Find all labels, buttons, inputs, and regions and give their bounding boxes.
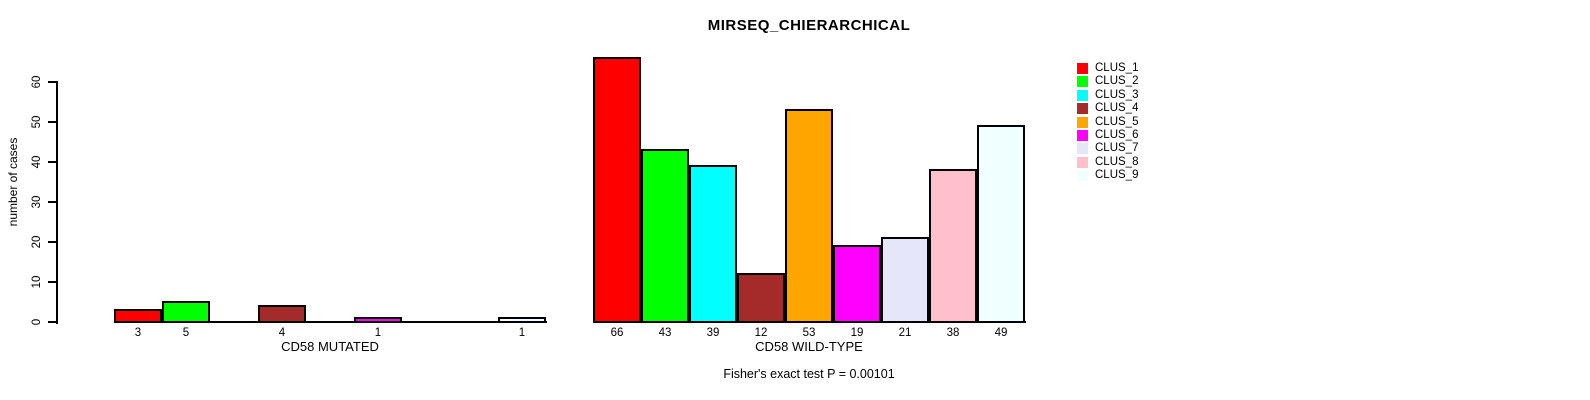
x-axis-baseline bbox=[114, 321, 547, 323]
bar-clus_6 bbox=[354, 317, 402, 323]
bar-value-label: 66 bbox=[610, 327, 624, 339]
legend-item-clus_9: CLUS_9 bbox=[1077, 169, 1138, 182]
bar-clus_2 bbox=[641, 149, 689, 323]
bar-clus_5 bbox=[785, 109, 833, 323]
bar-value-label: 38 bbox=[946, 327, 960, 339]
legend-item-clus_7: CLUS_7 bbox=[1077, 142, 1138, 155]
legend-swatch bbox=[1077, 90, 1088, 101]
bar-group-cd58-mutated: 3 5 4 1 1 CD58 MUTATED bbox=[114, 82, 547, 354]
legend-item-clus_1: CLUS_1 bbox=[1077, 62, 1138, 75]
bar-clus_2 bbox=[162, 301, 210, 323]
group-axis-label: CD58 MUTATED bbox=[281, 339, 379, 354]
y-tick-label: 50 bbox=[31, 115, 43, 129]
bar-value-label: 4 bbox=[278, 327, 286, 339]
bar-value-label: 21 bbox=[898, 327, 912, 339]
legend-label: CLUS_9 bbox=[1095, 169, 1139, 181]
y-axis-title: number of cases bbox=[6, 137, 20, 227]
y-axis-line bbox=[56, 81, 58, 324]
y-tick bbox=[48, 281, 56, 283]
y-tick-label: 0 bbox=[31, 318, 43, 326]
y-tick bbox=[48, 321, 56, 323]
legend-swatch bbox=[1077, 170, 1088, 181]
bar-value-label: 1 bbox=[374, 327, 382, 339]
y-tick-label: 20 bbox=[31, 235, 43, 249]
bar-clus_1 bbox=[114, 309, 162, 323]
legend-label: CLUS_5 bbox=[1095, 116, 1139, 128]
y-tick-label: 60 bbox=[31, 75, 43, 89]
legend-item-clus_4: CLUS_4 bbox=[1077, 102, 1138, 115]
legend-item-clus_2: CLUS_2 bbox=[1077, 75, 1138, 88]
bar-clus_3 bbox=[689, 165, 737, 323]
chart-title: MIRSEQ_CHIERARCHICAL bbox=[707, 17, 911, 34]
legend-item-clus_5: CLUS_5 bbox=[1077, 116, 1138, 129]
bar-clus_9 bbox=[977, 125, 1025, 323]
bar-group-cd58-wild-type: 66 43 39 12 53 19 21 38 49 CD58 WILD-TYPE bbox=[593, 57, 1026, 354]
y-tick bbox=[48, 161, 56, 163]
bar-clus_8 bbox=[929, 169, 977, 323]
legend-label: CLUS_6 bbox=[1095, 129, 1139, 141]
legend-item-clus_3: CLUS_3 bbox=[1077, 89, 1138, 102]
y-tick-label: 10 bbox=[31, 275, 43, 289]
legend-swatch bbox=[1077, 76, 1088, 87]
y-tick bbox=[48, 81, 56, 83]
legend-swatch bbox=[1077, 117, 1088, 128]
bar-value-label: 43 bbox=[658, 327, 672, 339]
legend-label: CLUS_8 bbox=[1095, 156, 1139, 168]
legend-swatch bbox=[1077, 130, 1088, 141]
legend-item-clus_6: CLUS_6 bbox=[1077, 129, 1138, 142]
legend-swatch bbox=[1077, 103, 1088, 114]
legend-label: CLUS_3 bbox=[1095, 89, 1139, 101]
bar-value-label: 19 bbox=[850, 327, 864, 339]
legend-swatch bbox=[1077, 63, 1088, 74]
legend-swatch bbox=[1077, 157, 1088, 168]
bar-clus_6 bbox=[833, 245, 881, 323]
bar-value-label: 1 bbox=[518, 327, 526, 339]
bar-value-label: 12 bbox=[754, 327, 768, 339]
legend-item-clus_8: CLUS_8 bbox=[1077, 156, 1138, 169]
y-tick bbox=[48, 201, 56, 203]
y-tick-label: 30 bbox=[31, 195, 43, 209]
bar-clus_1 bbox=[593, 57, 641, 323]
fisher-test-annotation: Fisher's exact test P = 0.00101 bbox=[723, 367, 895, 381]
bar-value-label: 3 bbox=[134, 327, 142, 339]
legend-label: CLUS_1 bbox=[1095, 62, 1139, 74]
bar-value-label: 39 bbox=[706, 327, 720, 339]
legend-label: CLUS_4 bbox=[1095, 102, 1139, 114]
bar-clus_7 bbox=[881, 237, 929, 323]
group-axis-label: CD58 WILD-TYPE bbox=[755, 339, 863, 354]
bar-clus_4 bbox=[258, 305, 306, 323]
bar-value-label: 49 bbox=[994, 327, 1008, 339]
bar-value-label: 53 bbox=[802, 327, 816, 339]
y-tick bbox=[48, 241, 56, 243]
bar-value-label: 5 bbox=[182, 327, 190, 339]
legend-label: CLUS_2 bbox=[1095, 75, 1139, 87]
bar-clus_9 bbox=[498, 317, 546, 323]
bar-clus_4 bbox=[737, 273, 785, 323]
legend-swatch bbox=[1077, 143, 1088, 154]
y-tick-label: 40 bbox=[31, 155, 43, 169]
y-tick bbox=[48, 121, 56, 123]
legend-label: CLUS_7 bbox=[1095, 142, 1139, 154]
